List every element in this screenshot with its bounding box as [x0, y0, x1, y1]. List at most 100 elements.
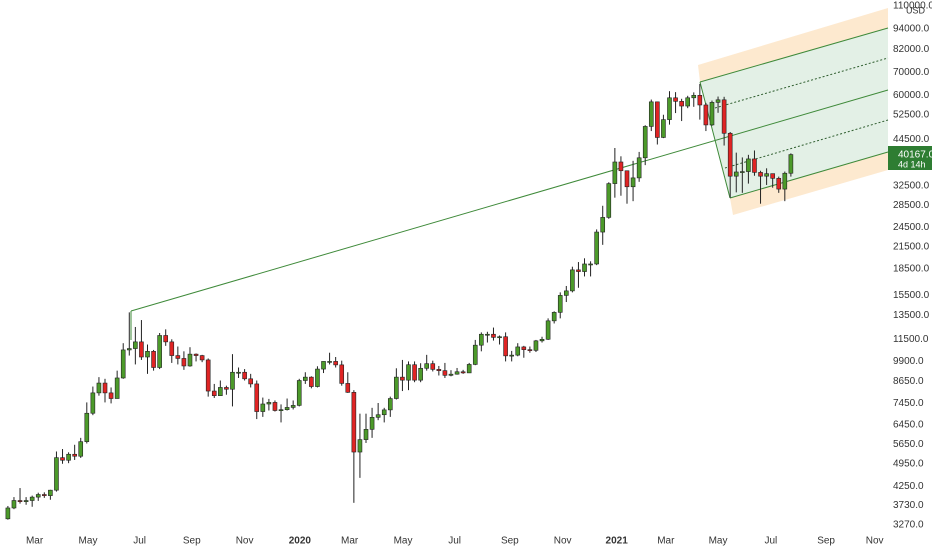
candle-body: [230, 371, 235, 390]
x-tick-label: Jul: [133, 536, 146, 547]
candle-body: [54, 457, 59, 491]
candle-body: [436, 369, 442, 371]
y-tick-label: 70000.0: [893, 67, 930, 78]
candle-body: [576, 269, 581, 272]
channel-lower: [729, 151, 889, 199]
candle-body: [661, 119, 666, 138]
x-tick-label: Sep: [817, 536, 835, 547]
candle-body: [715, 99, 721, 103]
candle-body: [369, 417, 375, 430]
x-tick-label: 2020: [289, 536, 312, 547]
candle-body: [673, 97, 678, 102]
candle-body: [351, 392, 357, 453]
candle-body: [96, 382, 102, 394]
candle-body: [42, 494, 47, 496]
candle-body: [375, 414, 381, 418]
channel-upper: [699, 27, 889, 83]
candle-body: [193, 353, 199, 356]
candle-body: [60, 457, 65, 461]
candle-body: [424, 363, 430, 369]
drawings: [130, 8, 889, 340]
y-tick-label: 52500.0: [893, 110, 930, 121]
price-label-box: [888, 146, 932, 170]
candle-body: [697, 95, 703, 106]
candle-body: [612, 161, 618, 184]
candle-body: [479, 333, 484, 346]
candle-body: [321, 361, 326, 370]
candle-body: [272, 402, 278, 411]
y-tick-label: 44500.0: [893, 134, 930, 145]
candle-body: [5, 507, 11, 520]
candle-body: [485, 333, 490, 336]
candle-body: [418, 367, 423, 381]
candle-body: [624, 170, 630, 188]
candle-body: [527, 349, 533, 351]
candle-body: [533, 340, 539, 351]
y-tick-label: 15500.0: [893, 290, 930, 301]
candle-body: [570, 269, 575, 292]
countdown: 4d 14h: [898, 159, 926, 169]
channel-edge: [699, 81, 731, 199]
candle-body: [594, 231, 599, 265]
candle-body: [242, 371, 247, 380]
candle-body: [90, 392, 96, 414]
candle-body: [181, 358, 187, 367]
candle-body: [564, 290, 569, 296]
x-tick-label: Sep: [183, 536, 201, 547]
candle-body: [66, 453, 71, 461]
candle-body: [17, 500, 23, 502]
candle-body: [296, 380, 302, 406]
candle-body: [788, 154, 794, 174]
y-tick-label: 82000.0: [893, 44, 930, 55]
candle-body: [648, 101, 654, 127]
candle-body: [266, 402, 272, 405]
candle-body: [400, 376, 405, 381]
candle-body: [303, 376, 308, 381]
upper-band: [698, 8, 888, 82]
candle-body: [412, 364, 417, 381]
candle-body: [655, 101, 660, 138]
candle-body: [497, 336, 502, 339]
y-tick-label: 32500.0: [893, 180, 930, 191]
candle-body: [782, 172, 788, 190]
y-tick-label: 8650.0: [893, 376, 924, 387]
candle-body: [521, 346, 527, 350]
candle-body: [770, 173, 775, 179]
y-tick-label: 4950.0: [893, 458, 924, 469]
candle-body: [23, 500, 29, 502]
x-tick-label: Nov: [554, 536, 572, 547]
candle-body: [345, 383, 351, 393]
x-tick-label: Mar: [26, 536, 44, 547]
y-tick-label: 28500.0: [893, 200, 930, 211]
candle-body: [114, 377, 120, 399]
candle-body: [764, 173, 769, 177]
y-tick-label: 13500.0: [893, 310, 930, 321]
y-tick-label: 18500.0: [893, 264, 930, 275]
x-tick-label: Nov: [866, 536, 884, 547]
candle-body: [733, 171, 739, 177]
x-tick-label: May: [79, 536, 98, 547]
candle-body: [442, 370, 448, 376]
candle-body: [278, 409, 284, 411]
y-tick-label: 110000.0: [893, 0, 932, 11]
lower-band: [730, 152, 888, 215]
x-tick-label: 2021: [606, 536, 629, 547]
y-tick-label: 3730.0: [893, 500, 924, 511]
candle-body: [84, 412, 90, 442]
candle-body: [606, 183, 612, 218]
candle-body: [260, 403, 266, 412]
candle-body: [600, 217, 606, 233]
candle-body: [363, 429, 369, 440]
candle-body: [667, 97, 672, 120]
y-tick-label: 11500.0: [893, 334, 929, 345]
candle-body: [211, 390, 217, 396]
channel-fill: [700, 28, 888, 198]
candle-body: [727, 132, 733, 177]
candle-body: [740, 171, 745, 173]
candle-body: [133, 341, 138, 349]
y-tick-label: 9900.0: [893, 356, 924, 367]
candle-body: [199, 355, 205, 361]
candle-body: [630, 177, 636, 188]
candle-body: [309, 376, 314, 387]
